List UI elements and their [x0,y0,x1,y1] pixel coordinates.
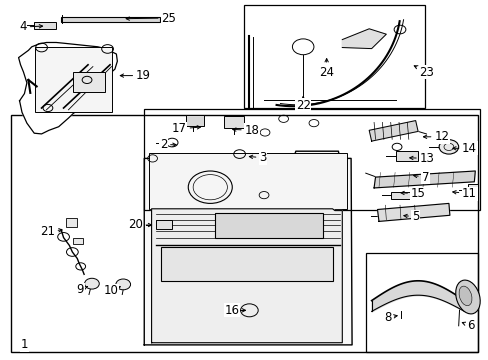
Text: 12: 12 [423,130,448,143]
Bar [224,116,244,128]
Text: 19: 19 [120,69,151,82]
Bar [244,5,425,108]
Bar [215,213,322,238]
Bar [34,22,56,29]
Text: 17: 17 [171,122,200,135]
Bar [185,115,204,126]
Text: 24: 24 [319,59,333,78]
Text: 8: 8 [383,311,396,324]
Text: 18: 18 [232,124,259,137]
Bar [161,247,332,281]
Text: 5: 5 [403,210,418,223]
Ellipse shape [458,286,471,306]
Bar [468,184,477,196]
Text: 21: 21 [40,225,62,238]
Text: 3: 3 [249,151,266,164]
Circle shape [84,278,99,289]
Text: 11: 11 [452,187,476,200]
Polygon shape [19,42,117,134]
Bar [390,192,412,199]
Text: 1: 1 [20,338,28,351]
Bar [73,238,83,244]
Bar [365,253,477,352]
Bar [11,115,477,352]
Text: 7: 7 [413,171,428,184]
Polygon shape [342,29,386,49]
Polygon shape [144,151,351,345]
Polygon shape [373,171,474,188]
Bar [155,220,172,229]
Text: 2: 2 [160,138,176,151]
Bar [66,218,77,227]
Bar [149,153,346,209]
Text: 15: 15 [400,187,425,200]
Text: 13: 13 [409,152,433,165]
Bar [61,17,160,22]
Bar [144,109,479,210]
Text: 10: 10 [103,284,120,297]
Bar [35,47,112,112]
Bar [395,151,417,161]
Polygon shape [377,203,449,221]
Text: 6: 6 [461,319,473,332]
Text: 4: 4 [20,21,42,33]
Text: 23: 23 [413,66,433,78]
Circle shape [438,140,458,154]
Bar [73,72,105,92]
Text: 14: 14 [452,142,476,155]
Text: 20: 20 [128,219,151,231]
Polygon shape [151,209,342,343]
Polygon shape [368,121,417,141]
Text: 16: 16 [224,304,245,317]
Circle shape [116,279,130,290]
Text: 9: 9 [77,283,87,296]
Text: 22: 22 [295,96,310,112]
Text: 25: 25 [126,12,176,24]
Ellipse shape [455,280,479,314]
